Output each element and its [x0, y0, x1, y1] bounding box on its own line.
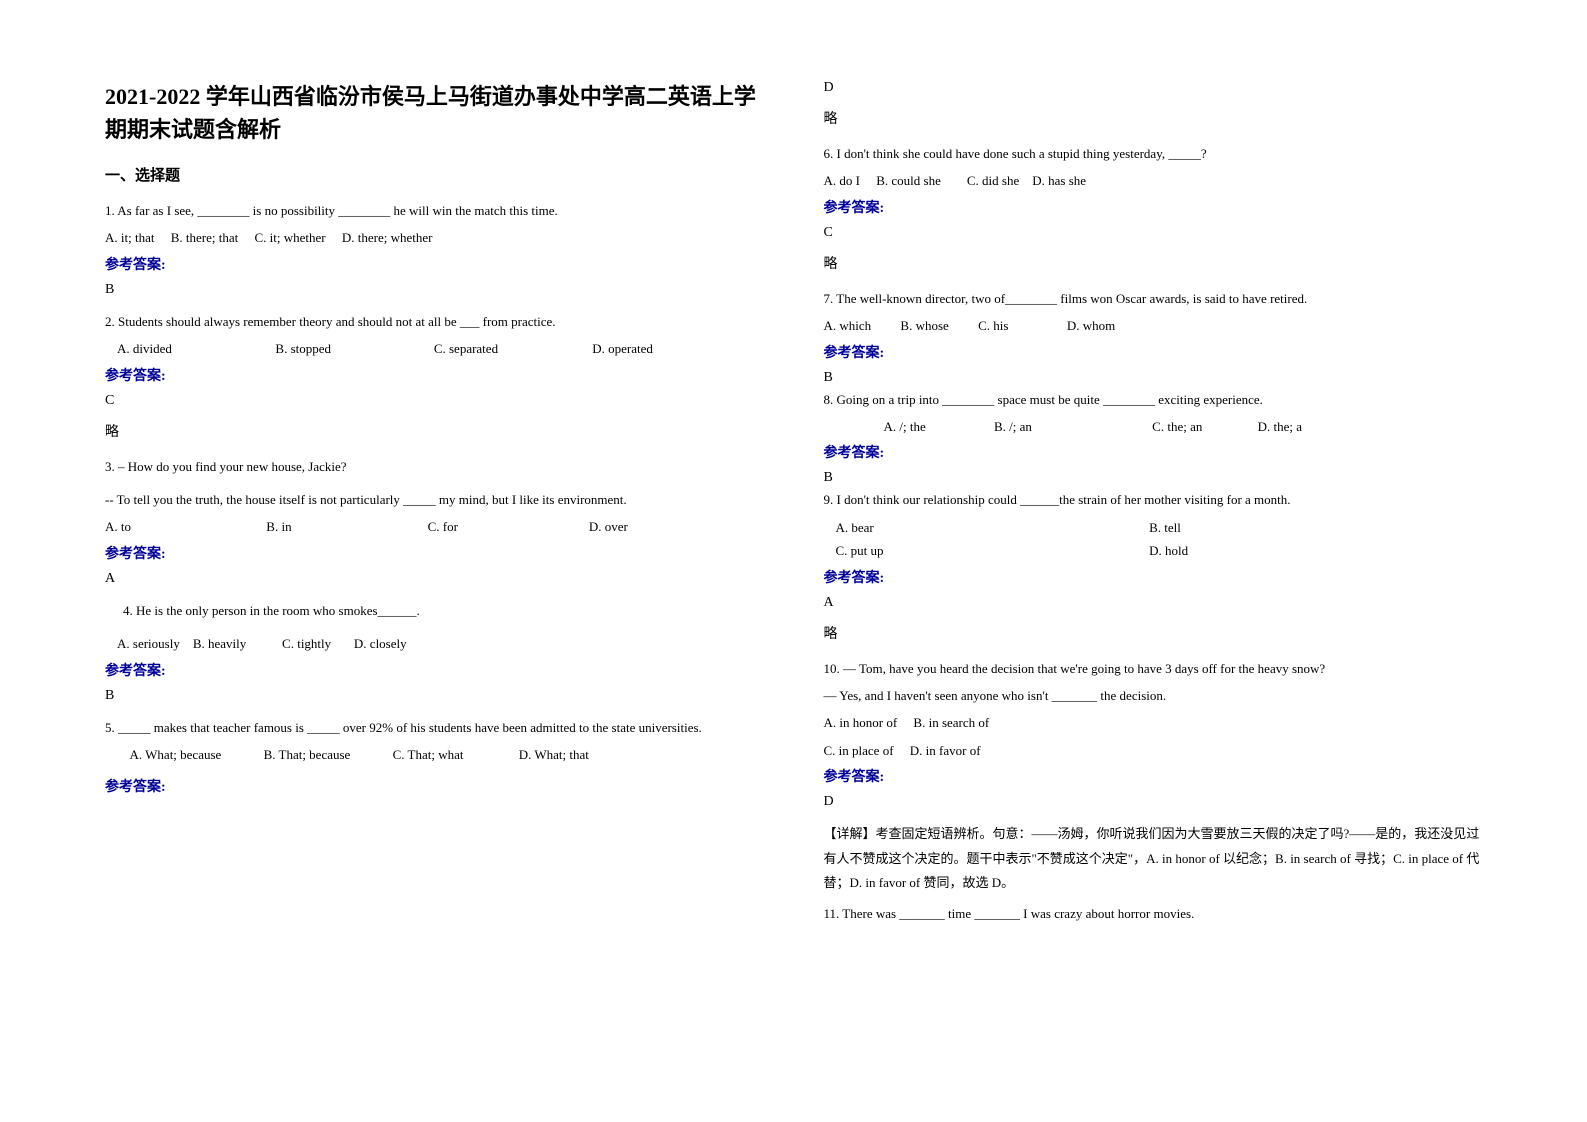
q6-answer: C — [824, 225, 1483, 241]
q2-opt-d: D. operated — [592, 337, 747, 360]
q9-opt-d: D. hold — [1149, 539, 1459, 562]
q5-opt-c: C. That; what — [393, 747, 464, 762]
q10-opt-a: A. in honor of — [824, 715, 898, 730]
q6-opt-c: C. did she — [967, 173, 1019, 188]
q3-opt-a: A. to — [105, 515, 263, 538]
answer-label: 参考答案: — [824, 442, 1483, 462]
q4-opt-c: C. tightly — [282, 636, 331, 651]
question-3-text2: -- To tell you the truth, the house itse… — [105, 488, 764, 511]
q5-opt-a: A. What; because — [130, 747, 222, 762]
question-9-text: 9. I don't think our relationship could … — [824, 488, 1483, 511]
question-3-text1: 3. – How do you find your new house, Jac… — [105, 455, 764, 478]
q1-opt-c: C. it; whether — [254, 226, 325, 249]
q6-opt-b: B. could she — [876, 173, 941, 188]
question-5-options: A. What; because B. That; because C. Tha… — [105, 743, 764, 766]
q5-opt-d: D. What; that — [519, 747, 589, 762]
answer-label: 参考答案: — [824, 342, 1483, 362]
omit-text: 略 — [824, 108, 1483, 128]
question-1-options: A. it; that B. there; that C. it; whethe… — [105, 226, 764, 249]
q9-opt-c: C. put up — [836, 539, 1146, 562]
question-7-options: A. which B. whose C. his D. whom — [824, 314, 1483, 337]
q2-opt-b: B. stopped — [275, 337, 430, 360]
answer-label: 参考答案: — [105, 254, 764, 274]
question-6-options: A. do I B. could she C. did she D. has s… — [824, 169, 1483, 192]
q2-opt-c: C. separated — [434, 337, 589, 360]
q4-answer: B — [105, 688, 764, 704]
q10-answer: D — [824, 794, 1483, 810]
answer-label: 参考答案: — [824, 567, 1483, 587]
question-2-options: A. divided B. stopped C. separated D. op… — [105, 337, 764, 360]
question-3-options: A. to B. in C. for D. over — [105, 515, 764, 538]
q1-answer: B — [105, 282, 764, 298]
left-column: 2021-2022 学年山西省临汾市侯马上马街道办事处中学高二英语上学期期末试题… — [90, 80, 794, 1082]
question-10-text1: 10. — Tom, have you heard the decision t… — [824, 657, 1483, 680]
q8-opt-d: D. the; a — [1258, 419, 1302, 434]
q6-opt-a: A. do I — [824, 173, 860, 188]
answer-label: 参考答案: — [105, 660, 764, 680]
omit-text: 略 — [824, 623, 1483, 643]
q1-opt-a: A. it; that — [105, 226, 154, 249]
q2-answer: C — [105, 393, 764, 409]
q10-opt-d: D. in favor of — [910, 743, 981, 758]
question-6-text: 6. I don't think she could have done suc… — [824, 142, 1483, 165]
q8-opt-a: A. /; the — [884, 419, 926, 434]
q8-opt-c: C. the; an — [1152, 419, 1202, 434]
omit-text: 略 — [105, 421, 764, 441]
question-4-options: A. seriously B. heavily C. tightly D. cl… — [105, 632, 764, 655]
question-1-text: 1. As far as I see, ________ is no possi… — [105, 199, 764, 222]
q3-opt-b: B. in — [266, 515, 424, 538]
question-7-text: 7. The well-known director, two of______… — [824, 287, 1483, 310]
q4-opt-b: B. heavily — [193, 636, 246, 651]
q1-opt-d: D. there; whether — [342, 226, 433, 249]
q10-explain: 【详解】考查固定短语辨析。句意：——汤姆，你听说我们因为大雪要放三天假的决定了吗… — [824, 822, 1483, 896]
q8-answer: B — [824, 470, 1483, 486]
q4-opt-a: A. seriously — [117, 636, 180, 651]
question-5-text: 5. _____ makes that teacher famous is __… — [105, 716, 764, 739]
answer-label: 参考答案: — [105, 776, 764, 796]
question-11-text: 11. There was _______ time _______ I was… — [824, 902, 1483, 925]
section-heading: 一、选择题 — [105, 164, 764, 185]
q9-answer: A — [824, 595, 1483, 611]
q6-opt-d: D. has she — [1032, 173, 1086, 188]
q1-opt-b: B. there; that — [171, 226, 239, 249]
question-8-text: 8. Going on a trip into ________ space m… — [824, 388, 1483, 411]
answer-label: 参考答案: — [105, 365, 764, 385]
q9-opt-a: A. bear — [836, 516, 1146, 539]
q8-opt-b: B. /; an — [994, 419, 1032, 434]
right-column: D 略 6. I don't think she could have done… — [794, 80, 1498, 1082]
q3-opt-c: C. for — [428, 515, 586, 538]
answer-label: 参考答案: — [824, 766, 1483, 786]
question-8-options: A. /; the B. /; an C. the; an D. the; a — [824, 415, 1483, 438]
q7-opt-a: A. which — [824, 318, 872, 333]
question-2-text: 2. Students should always remember theor… — [105, 310, 764, 333]
document-title: 2021-2022 学年山西省临汾市侯马上马街道办事处中学高二英语上学期期末试题… — [105, 80, 764, 146]
q4-opt-d: D. closely — [354, 636, 407, 651]
q10-opt-c: C. in place of — [824, 743, 894, 758]
q2-opt-a: A. divided — [117, 337, 272, 360]
q7-opt-b: B. whose — [900, 318, 948, 333]
answer-label: 参考答案: — [824, 197, 1483, 217]
q7-opt-d: D. whom — [1067, 318, 1115, 333]
q3-answer: A — [105, 571, 764, 587]
question-10-text2: — Yes, and I haven't seen anyone who isn… — [824, 684, 1483, 707]
q3-opt-d: D. over — [589, 515, 747, 538]
question-10-options-2: C. in place of D. in favor of — [824, 739, 1483, 762]
question-10-options-1: A. in honor of B. in search of — [824, 711, 1483, 734]
q5-opt-b: B. That; because — [264, 747, 351, 762]
omit-text: 略 — [824, 253, 1483, 273]
question-4-text: 4. He is the only person in the room who… — [105, 599, 764, 622]
q5-answer: D — [824, 80, 1483, 96]
question-9-options: A. bear B. tell C. put up D. hold — [824, 516, 1483, 563]
q9-opt-b: B. tell — [1149, 516, 1459, 539]
answer-label: 参考答案: — [105, 543, 764, 563]
q7-answer: B — [824, 370, 1483, 386]
q10-opt-b: B. in search of — [913, 715, 989, 730]
q7-opt-c: C. his — [978, 318, 1008, 333]
